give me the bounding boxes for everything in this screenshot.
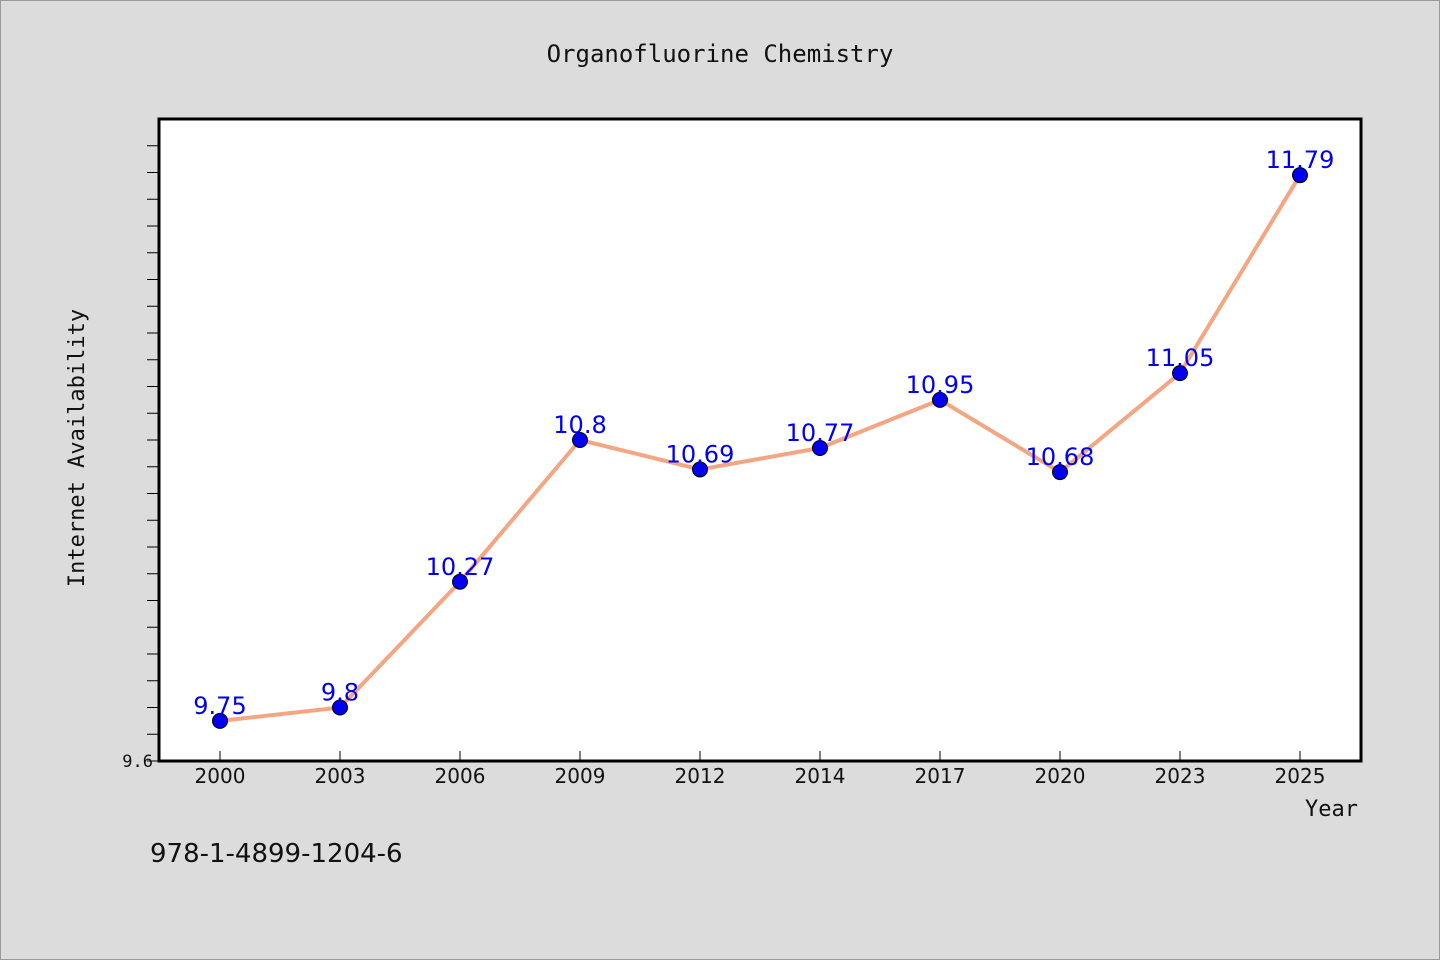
y-axis-label: Internet Availability (65, 309, 90, 587)
y-axis-ticks: 9.6 (122, 145, 159, 772)
data-label: 10.95 (906, 371, 975, 399)
chart-title: Organofluorine Chemistry (547, 40, 894, 68)
x-tick-label: 2003 (315, 764, 366, 788)
data-point (212, 712, 228, 729)
x-tick-label: 2012 (675, 764, 726, 788)
data-label: 9.75 (193, 692, 246, 720)
x-tick-label: 2014 (795, 764, 846, 788)
data-point (1052, 464, 1068, 481)
x-tick-label: 2017 (915, 764, 966, 788)
x-tick-label: 2000 (195, 764, 246, 788)
data-point (932, 391, 948, 408)
data-point (812, 440, 828, 457)
x-tick-label: 2025 (1275, 764, 1326, 788)
x-axis-label: Year (1305, 797, 1358, 822)
data-point (1172, 365, 1188, 382)
y-tick-label: 9.6 (122, 752, 153, 772)
x-tick-label: 2023 (1155, 764, 1206, 788)
data-label: 10.68 (1026, 443, 1095, 471)
x-tick-label: 2020 (1035, 764, 1086, 788)
data-label: 10.77 (786, 419, 855, 447)
data-label: 10.27 (426, 553, 495, 581)
isbn-text: 978-1-4899-1204-6 (150, 839, 403, 869)
data-label: 10.69 (666, 440, 735, 468)
data-label: 11.05 (1146, 344, 1215, 372)
data-point (452, 573, 468, 590)
data-point (332, 699, 348, 716)
data-labels: 9.75 9.8 10.27 10.8 10.69 10.77 10.95 10.68 11.0… (193, 146, 1334, 720)
x-tick-label: 2009 (555, 764, 606, 788)
series-line (219, 174, 1302, 723)
data-markers (212, 167, 1308, 729)
data-label: 11.79 (1266, 146, 1335, 174)
x-tick-label: 2006 (435, 764, 486, 788)
data-point (692, 461, 708, 478)
data-point (572, 432, 588, 448)
data-label: 9.8 (321, 679, 359, 707)
data-point (1292, 167, 1308, 184)
series-line-group (219, 174, 1302, 723)
plot-area (157, 117, 1363, 763)
x-axis-ticks: 2000 2003 2006 2009 2012 2014 2017 2020 2023 2025 (195, 751, 1326, 788)
data-label: 10.8 (553, 411, 606, 439)
